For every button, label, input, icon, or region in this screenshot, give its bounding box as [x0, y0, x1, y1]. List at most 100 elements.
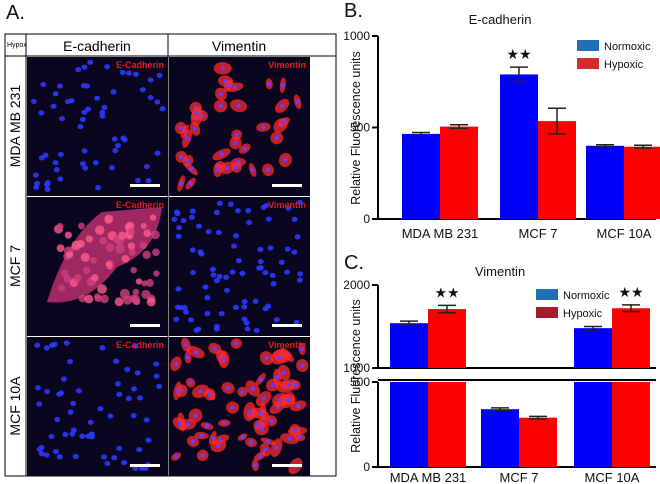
nucleus — [210, 272, 217, 278]
scale-bar — [130, 184, 160, 187]
nucleus — [213, 209, 220, 216]
nucleus — [120, 135, 127, 141]
nucleus — [67, 409, 74, 415]
cell — [85, 235, 93, 243]
nucleus — [230, 405, 235, 410]
micrograph-mcf-7-e-cadherin: E-Cadherin — [27, 197, 168, 336]
nucleus — [87, 59, 94, 65]
cell — [91, 274, 99, 282]
scale-bar — [130, 464, 160, 467]
nucleus — [119, 69, 126, 76]
cell — [104, 214, 114, 224]
nucleus — [44, 388, 51, 395]
nucleus — [261, 396, 266, 401]
nucleus — [250, 167, 255, 173]
nucleus — [116, 445, 123, 451]
nucleus — [87, 419, 94, 425]
nucleus — [244, 326, 251, 332]
nucleus — [280, 83, 285, 88]
bar-normoxic-0 — [402, 133, 440, 219]
nucleus — [232, 85, 238, 90]
y-axis-label: Relative Fluorescence units — [349, 51, 363, 205]
cell — [141, 280, 148, 287]
nucleus — [241, 316, 248, 322]
row-label: MCF 10A — [7, 376, 23, 436]
nucleus — [297, 434, 303, 440]
nucleus — [300, 363, 305, 368]
nucleus — [284, 269, 291, 275]
nucleus — [188, 380, 193, 385]
nucleus — [179, 154, 184, 160]
nucleus — [159, 106, 166, 112]
cell — [122, 295, 132, 305]
nucleus — [147, 77, 154, 83]
bar-hypoxic-2 — [612, 382, 650, 467]
nucleus — [235, 258, 242, 264]
nucleus — [215, 168, 220, 173]
nucleus — [248, 440, 254, 445]
cell — [78, 294, 87, 303]
cell — [100, 294, 109, 304]
nucleus — [202, 284, 209, 290]
nucleus — [284, 246, 291, 252]
nucleus — [36, 401, 43, 407]
nucleus — [178, 125, 183, 131]
cell — [118, 231, 127, 240]
nucleus — [198, 251, 205, 257]
nucleus — [257, 265, 264, 271]
nucleus — [204, 423, 210, 429]
nucleus — [265, 167, 271, 173]
nucleus — [112, 148, 119, 154]
cell — [90, 256, 97, 264]
nucleus — [58, 390, 65, 396]
bar-hypoxic-0 — [428, 382, 466, 467]
nucleus — [121, 459, 128, 466]
nucleus — [171, 216, 178, 222]
nucleus — [209, 266, 216, 272]
nucleus — [173, 209, 180, 215]
nucleus — [274, 445, 279, 450]
nucleus — [124, 366, 131, 372]
nucleus — [125, 395, 132, 402]
nucleus — [265, 303, 272, 309]
x-tick-label: MDA MB 231 — [390, 470, 467, 484]
y-tick-label: 1000 — [343, 361, 370, 375]
scale-bar — [130, 324, 160, 327]
micrograph-mda-mb-231-vimentin: Vimentin — [169, 57, 310, 196]
nucleus — [193, 349, 199, 355]
nucleus — [52, 91, 59, 97]
nucleus — [247, 409, 252, 414]
nucleus — [297, 271, 304, 277]
cell — [128, 248, 136, 256]
nucleus — [253, 327, 260, 334]
nucleus — [255, 422, 260, 427]
cell — [78, 222, 85, 230]
nucleus — [99, 113, 106, 119]
nucleus — [52, 448, 59, 455]
nucleus — [233, 140, 238, 146]
nucleus — [111, 136, 118, 142]
nucleus — [38, 451, 45, 457]
nucleus — [175, 233, 182, 239]
column-header: E-cadherin — [63, 38, 131, 54]
nucleus — [218, 103, 223, 109]
bar-hypoxic-2 — [612, 308, 650, 368]
nucleus — [56, 454, 63, 460]
nucleus — [297, 199, 304, 205]
nucleus — [257, 246, 264, 253]
nucleus — [193, 413, 198, 418]
row-label: MDA MB 231 — [7, 85, 23, 168]
cell — [80, 252, 90, 262]
nucleus — [192, 126, 198, 132]
y-tick-label: 2000 — [343, 278, 370, 292]
cell — [84, 294, 94, 304]
y-tick-label: 1000 — [343, 29, 370, 43]
cell — [56, 244, 65, 253]
significance-marker: ★★ — [434, 285, 459, 301]
nucleus — [138, 465, 145, 471]
cell — [135, 278, 143, 285]
nucleus — [130, 412, 137, 419]
nucleus — [77, 123, 84, 130]
nucleus — [263, 447, 268, 453]
nucleus — [224, 165, 230, 171]
